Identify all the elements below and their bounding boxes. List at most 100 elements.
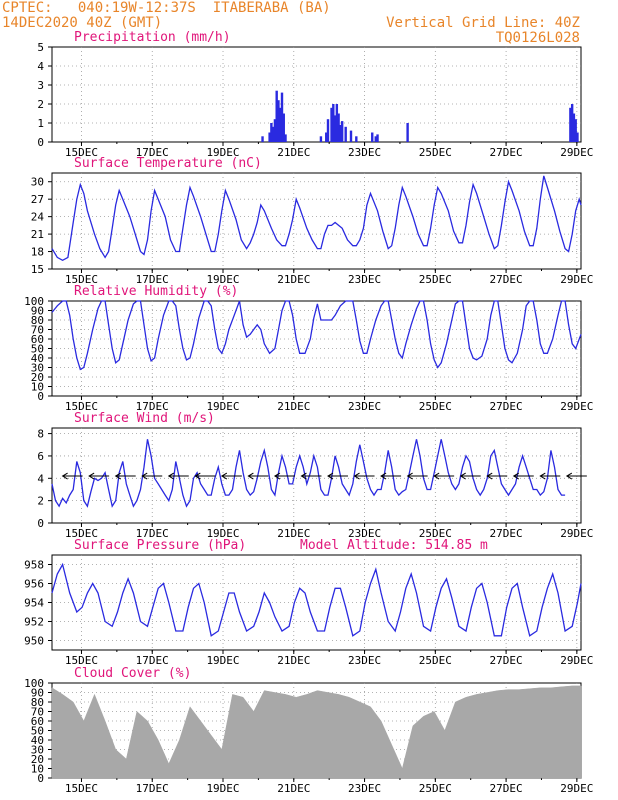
wind-arrow-head (300, 472, 307, 480)
wind-arrow-head (247, 472, 254, 480)
panel-title: Cloud Cover (%) (74, 666, 191, 681)
wind-arrow (247, 472, 269, 480)
wind-arrow (300, 472, 322, 480)
precip-bar (374, 136, 377, 142)
x-tick-label: 25DEC (419, 400, 452, 413)
panel-precip: 0 1 2 3 4 5 15DEC 17DEC 19DEC 21DEC 23DEC 25DEC 27DE… (37, 30, 593, 159)
x-tick-label: 19DEC (206, 782, 239, 795)
wind-arrow-head (539, 472, 546, 480)
y-tick-label: 2 (37, 98, 44, 111)
x-tick-label: 21DEC (277, 146, 310, 159)
precip-bar (344, 126, 347, 142)
y-tick-label: 20 (31, 371, 44, 384)
precip-bar (326, 119, 330, 142)
x-tick-label: 23DEC (348, 654, 381, 667)
precip-bar (270, 123, 273, 142)
y-tick-label: 952 (24, 616, 44, 629)
wind-arrow-head (114, 472, 121, 480)
x-tick-label: 21DEC (277, 273, 310, 286)
wind-arrow (88, 472, 110, 480)
precip-bar (574, 119, 577, 142)
wind-arrow (512, 472, 534, 480)
precip-bar (337, 113, 340, 142)
y-tick-label: 30 (31, 362, 44, 375)
precip-bar (332, 104, 335, 142)
y-tick-label: 0 (37, 517, 44, 530)
wind-arrow (167, 472, 189, 480)
x-tick-label: 27DEC (490, 273, 523, 286)
x-tick-label: 21DEC (277, 654, 310, 667)
x-tick-label: 15DEC (65, 782, 98, 795)
y-tick-label: 27 (31, 193, 44, 206)
wind-arrow (273, 472, 295, 480)
model-run-id: TQ0126L028 (495, 30, 580, 46)
x-tick-label: 15DEC (65, 146, 98, 159)
wind-arrow (194, 472, 216, 480)
wind-arrow (539, 472, 561, 480)
panel-title: Surface Pressure (hPa) (74, 538, 246, 553)
x-tick-label: 27DEC (490, 146, 523, 159)
x-tick-label: 29DEC (560, 400, 593, 413)
x-tick-label: 23DEC (348, 273, 381, 286)
y-tick-label: 30 (31, 744, 44, 757)
precip-bar (355, 136, 358, 142)
wind-arrow-head (327, 472, 334, 480)
x-tick-label: 19DEC (206, 146, 239, 159)
y-tick-label: 40 (31, 734, 44, 747)
model-altitude: Model Altitude: 514.85 m (300, 538, 488, 553)
y-tick-label: 4 (37, 60, 44, 73)
x-tick-label: 17DEC (136, 273, 169, 286)
panel-title: Relative Humidity (%) (74, 284, 238, 299)
y-tick-label: 90 (31, 687, 44, 700)
x-tick-label: 19DEC (206, 400, 239, 413)
x-tick-label: 25DEC (419, 527, 452, 540)
y-tick-label: 24 (31, 211, 45, 224)
wind-arrow (141, 472, 163, 480)
wind-arrow (406, 472, 428, 480)
y-tick-label: 30 (31, 176, 44, 189)
y-tick-label: 3 (37, 79, 44, 92)
y-tick-label: 956 (24, 578, 44, 591)
x-tick-label: 23DEC (348, 782, 381, 795)
panel-title: Surface Wind (m/s) (74, 411, 215, 426)
x-tick-label: 29DEC (560, 782, 593, 795)
precip-bar (349, 130, 353, 142)
precip-bar (268, 132, 271, 142)
rh-series-line (51, 300, 582, 371)
panel-title: Precipitation (mm/h) (74, 30, 231, 45)
wind-arrow-head (486, 472, 493, 480)
y-tick-label: 0 (37, 390, 44, 403)
wind-arrow (61, 472, 83, 480)
precip-bar (335, 104, 339, 142)
x-tick-label: 27DEC (490, 782, 523, 795)
precip-bar (273, 119, 277, 142)
y-tick-label: 90 (31, 305, 44, 318)
y-tick-label: 5 (37, 41, 44, 54)
wind-series-line (51, 439, 566, 508)
cloud-area (51, 685, 582, 779)
y-tick-label: 100 (24, 295, 44, 308)
wind-arrow (353, 472, 375, 480)
wind-arrow-head (61, 472, 68, 480)
precip-bar (569, 107, 572, 142)
precip-bar (282, 113, 285, 142)
x-tick-label: 17DEC (136, 782, 169, 795)
y-tick-label: 40 (31, 352, 44, 365)
y-tick-label: 1 (37, 117, 44, 130)
x-tick-label: 21DEC (277, 527, 310, 540)
x-tick-label: 17DEC (136, 527, 169, 540)
x-tick-label: 27DEC (490, 654, 523, 667)
wind-arrow (486, 472, 508, 480)
x-tick-label: 25DEC (419, 782, 452, 795)
precip-bar (406, 123, 409, 142)
x-tick-label: 15DEC (65, 654, 98, 667)
y-tick-label: 10 (31, 381, 44, 394)
precip-bar (333, 115, 337, 142)
precip-bar (325, 132, 328, 142)
x-tick-label: 19DEC (206, 273, 239, 286)
x-tick-label: 17DEC (136, 654, 169, 667)
x-tick-label: 29DEC (560, 654, 593, 667)
precip-bar (280, 92, 284, 142)
